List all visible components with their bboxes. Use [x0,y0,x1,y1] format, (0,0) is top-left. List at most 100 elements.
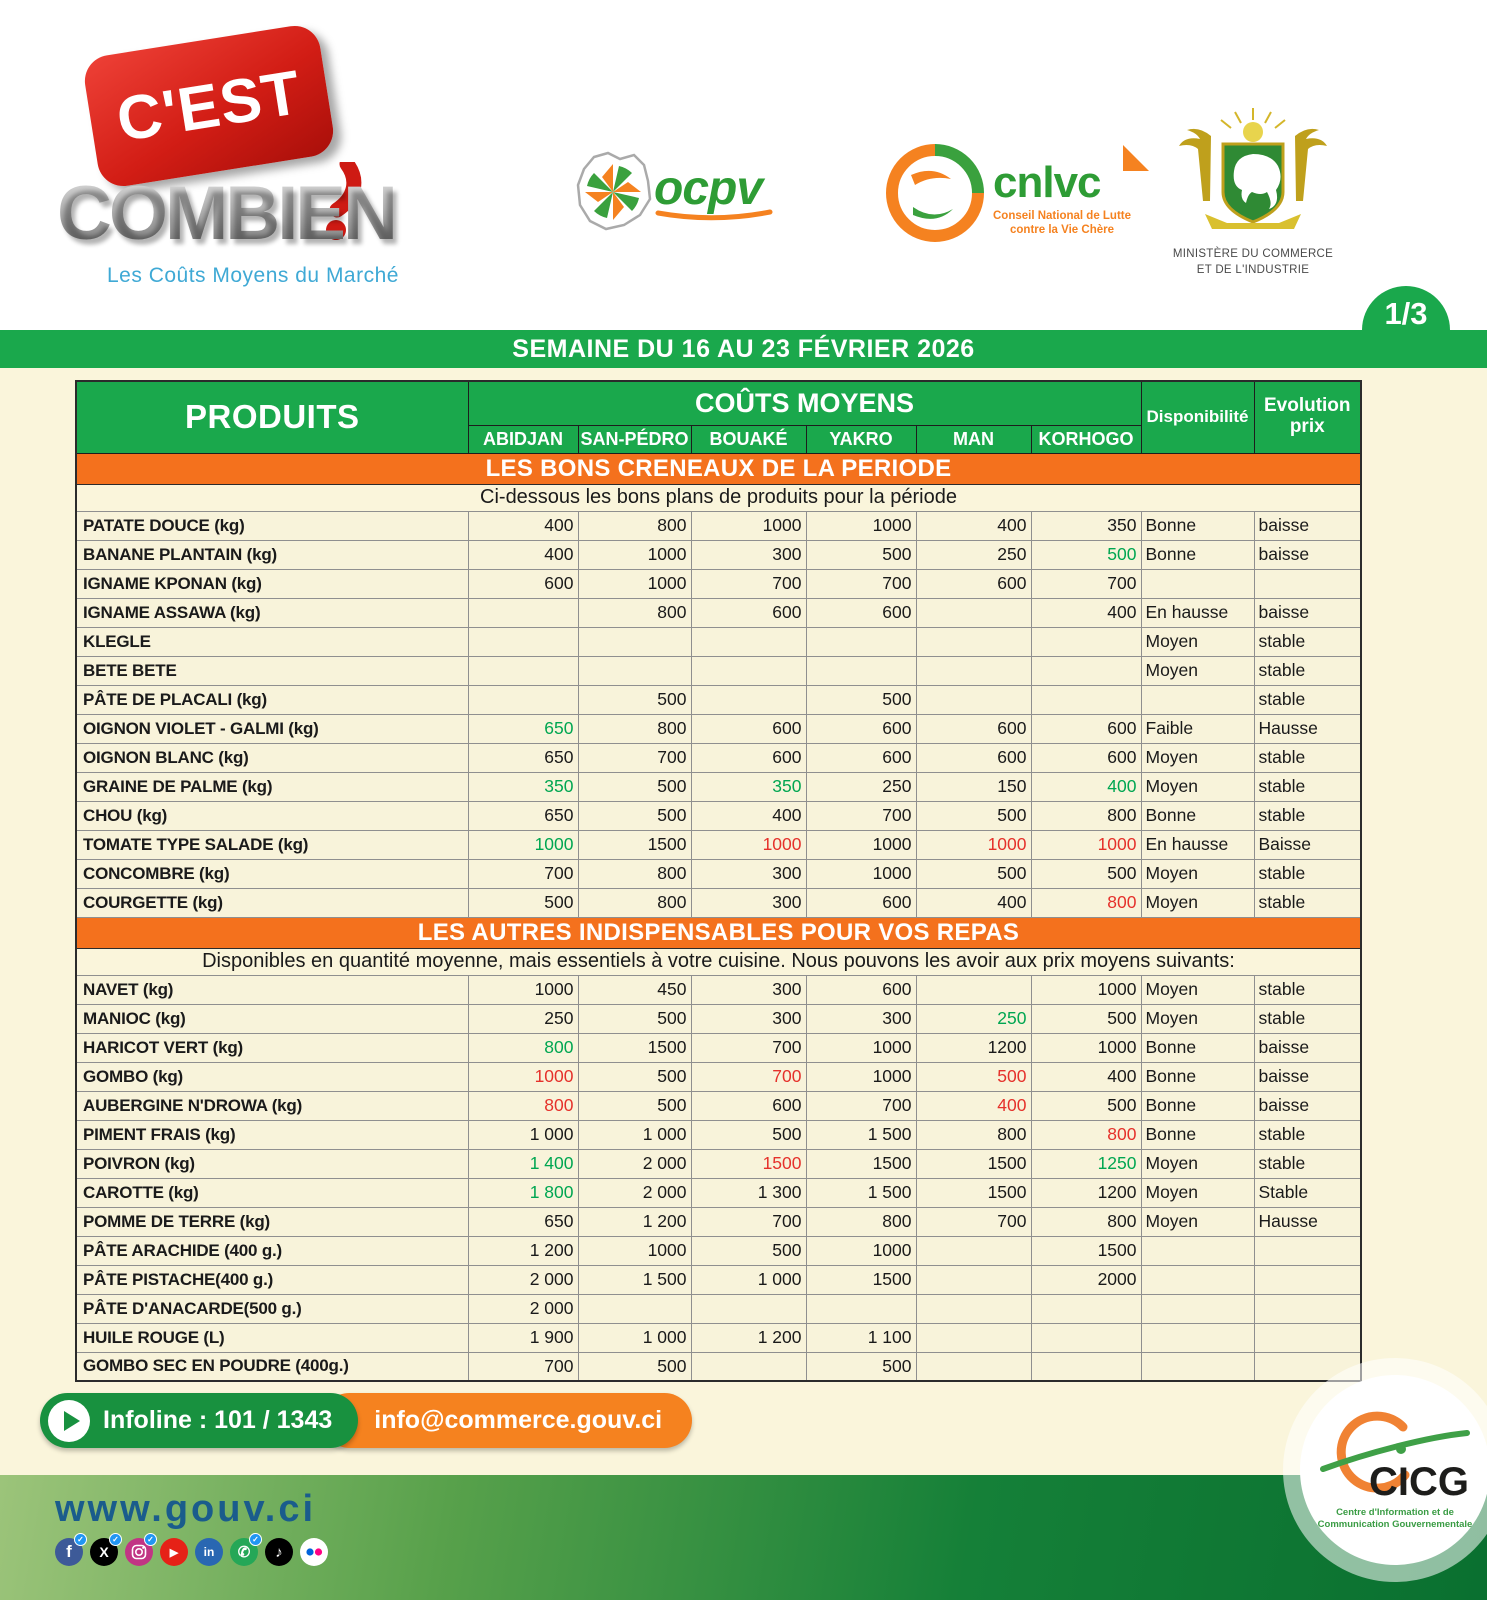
price-cell [690,684,807,715]
price-cell: 150 [915,771,1032,802]
price-cell: 1000 [1030,974,1142,1005]
price-cell: 1000 [1030,1032,1142,1063]
price-cell: 600 [805,713,917,744]
price-cell: 800 [1030,887,1142,918]
ministry-logo: MINISTÈRE DU COMMERCE ET DE L'INDUSTRIE [1168,108,1338,278]
price-cell: 800 [467,1032,579,1063]
price-cell: 600 [690,597,807,628]
price-cell: 600 [805,742,917,773]
price-cell [467,655,579,686]
dispo-column-header: Disponibilité [1140,380,1255,454]
price-cell: 1 200 [690,1322,807,1353]
price-cell: 650 [467,1206,579,1237]
price-cell [915,684,1032,715]
evolution-cell [1253,1264,1362,1295]
price-cell: 1 000 [577,1119,692,1150]
price-cell: 500 [577,1351,692,1382]
price-cell: 400 [690,800,807,831]
ministry-title-1: MINISTÈRE DU COMMERCE [1172,248,1334,260]
brand-tagline: Les Coûts Moyens du Marché [107,264,399,287]
svg-text:CICG: CICG [1369,1460,1469,1504]
brand-name: COMBIEN [57,171,398,256]
price-cell: 1 000 [577,1322,692,1353]
week-banner-text: SEMAINE DU 16 AU 23 FÉVRIER 2026 [512,334,975,363]
price-cell: 800 [915,1119,1032,1150]
section-title: LES BONS CRENEAUX DE LA PERIODE [75,452,1362,485]
product-name: POIVRON (kg) [75,1148,469,1179]
price-cell: 250 [805,771,917,802]
dispo-cell: Moyen [1140,742,1255,773]
price-cell: 700 [577,742,692,773]
city-header-man: MAN [915,424,1032,454]
price-cell: 500 [577,771,692,802]
price-cell: 1500 [805,1148,917,1179]
price-cell: 600 [467,568,579,599]
price-cell: 1500 [805,1264,917,1295]
city-header-san-pedro: SAN-PÉDRO [577,424,692,454]
price-cell: 800 [467,1090,579,1121]
evolution-cell: stable [1253,771,1362,802]
table-row: PÂTE DE PLACALI (kg) 500 500 stable [75,684,1362,715]
price-cell: 1500 [690,1148,807,1179]
section-header-row: LES AUTRES INDISPENSABLES POUR VOS REPAS [75,916,1362,949]
table-row: POIVRON (kg) 1 400 2 000 1500 1500 1500 1250 Mo… [75,1148,1362,1179]
table-row: TOMATE TYPE SALADE (kg) 1000 1500 1000 1000 1… [75,829,1362,860]
product-name: IGNAME KPONAN (kg) [75,568,469,599]
table-row: OIGNON BLANC (kg) 650 700 600 600 600 600 Moyen… [75,742,1362,773]
bubble-text: C'EST [112,57,306,155]
price-cell: 500 [915,858,1032,889]
speech-bubble: C'EST [81,22,337,190]
price-cell: 700 [690,568,807,599]
price-cell: 500 [577,1061,692,1092]
infoline-text: Infoline : 101 / 1343 [103,1406,333,1434]
evolution-cell: Baisse [1253,829,1362,860]
price-cell: 1500 [1030,1235,1142,1266]
table-row: CAROTTE (kg) 1 800 2 000 1 300 1 500 1500 1200… [75,1177,1362,1208]
price-cell: 600 [915,742,1032,773]
couts-moyens-header: COÛTS MOYENS [467,380,1142,426]
price-cell: 1000 [690,510,807,541]
price-cell: 1 900 [467,1322,579,1353]
price-cell: 500 [1030,1090,1142,1121]
product-name: HUILE ROUGE (L) [75,1322,469,1353]
dispo-cell [1140,1322,1255,1353]
price-cell: 1000 [467,974,579,1005]
price-cell: 1 500 [805,1119,917,1150]
price-cell: 650 [467,800,579,831]
table-row: NAVET (kg) 1000 450 300 600 1000 Moyen stable [75,974,1362,1005]
price-cell [577,626,692,657]
table-row: POMME DE TERRE (kg) 650 1 200 700 800 700 800 M… [75,1206,1362,1237]
price-cell: 300 [690,858,807,889]
dispo-cell: Moyen [1140,887,1255,918]
price-cell: 350 [1030,510,1142,541]
price-cell: 400 [915,1090,1032,1121]
price-cell [690,626,807,657]
price-cell: 600 [1030,742,1142,773]
table-row: PATATE DOUCE (kg) 400 800 1000 1000 400 350 Bon… [75,510,1362,541]
price-cell [915,1293,1032,1324]
evolution-cell: baisse [1253,597,1362,628]
bubble-tail-icon [326,162,362,240]
price-cell: 700 [805,800,917,831]
price-cell: 400 [467,539,579,570]
price-cell: 1500 [577,1032,692,1063]
price-table-body: LES BONS CRENEAUX DE LA PERIODE Ci-dessou… [75,452,1362,1382]
evolution-cell: baisse [1253,510,1362,541]
price-cell: 500 [467,887,579,918]
price-cell: 1 100 [805,1322,917,1353]
table-row: PÂTE ARACHIDE (400 g.) 1 200 1000 500 1000 15… [75,1235,1362,1266]
city-header-bouake: BOUAKÉ [690,424,807,454]
dispo-cell: Moyen [1140,974,1255,1005]
price-cell: 1000 [577,539,692,570]
price-cell: 500 [1030,539,1142,570]
cicg-subtitle-1: Centre d'Information et de [1336,1506,1454,1518]
price-cell: 2 000 [577,1177,692,1208]
price-cell: 300 [690,974,807,1005]
tiktok-icon: ♪ [265,1538,293,1566]
price-cell: 600 [690,713,807,744]
price-cell [467,597,579,628]
price-cell: 500 [577,684,692,715]
price-cell: 600 [1030,713,1142,744]
evolution-cell: stable [1253,800,1362,831]
price-cell [1030,684,1142,715]
